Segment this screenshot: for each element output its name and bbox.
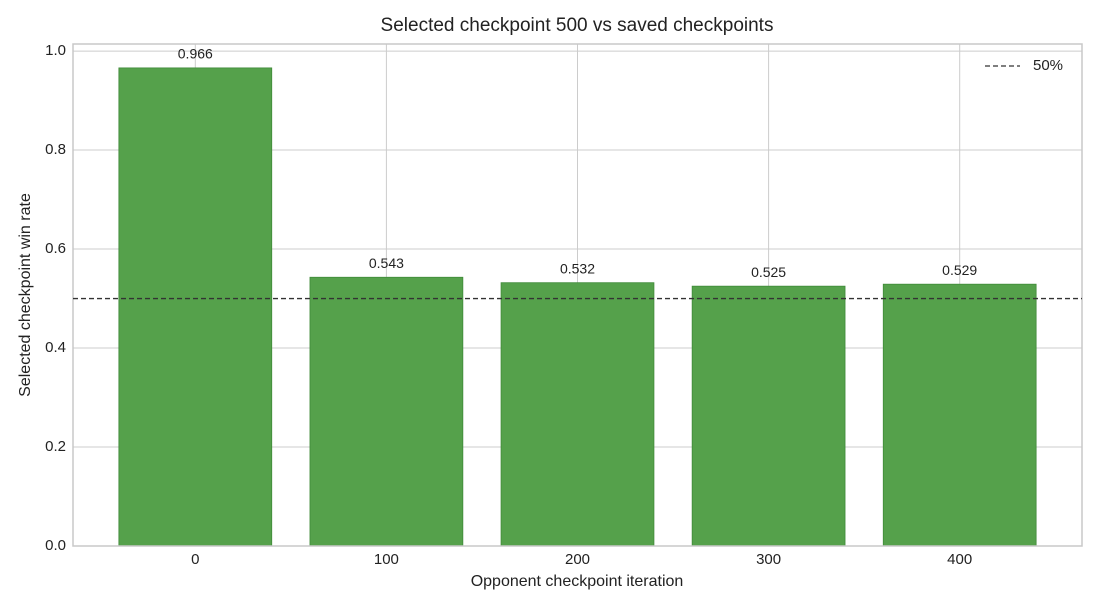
chart-title: Selected checkpoint 500 vs saved checkpo… bbox=[381, 15, 774, 36]
y-tick-label: 0.6 bbox=[45, 240, 66, 257]
plot-frame bbox=[72, 43, 1083, 547]
value-label: 0.525 bbox=[751, 264, 786, 280]
x-tick-label: 0 bbox=[191, 551, 199, 568]
bar bbox=[500, 282, 655, 547]
y-tick-label: 0.2 bbox=[45, 438, 66, 455]
bar bbox=[118, 67, 273, 547]
value-label: 0.529 bbox=[942, 262, 977, 278]
legend-label: 50% bbox=[1033, 57, 1063, 74]
x-tick-label: 400 bbox=[947, 551, 972, 568]
y-tick-label: 0.8 bbox=[45, 141, 66, 158]
bar bbox=[691, 285, 846, 547]
value-label: 0.543 bbox=[369, 255, 404, 271]
y-tick-label: 0.0 bbox=[45, 537, 66, 554]
y-axis-label: Selected checkpoint win rate bbox=[17, 193, 34, 397]
x-tick-label: 200 bbox=[565, 551, 590, 568]
bar bbox=[882, 283, 1037, 547]
value-label: 0.532 bbox=[560, 260, 595, 276]
y-tick-label: 0.4 bbox=[45, 339, 66, 356]
value-label: 0.966 bbox=[178, 46, 213, 62]
y-tick-label: 1.0 bbox=[45, 42, 66, 59]
bar bbox=[309, 276, 464, 547]
x-tick-label: 100 bbox=[374, 551, 399, 568]
x-tick-label: 300 bbox=[756, 551, 781, 568]
x-axis-label: Opponent checkpoint iteration bbox=[471, 573, 684, 590]
